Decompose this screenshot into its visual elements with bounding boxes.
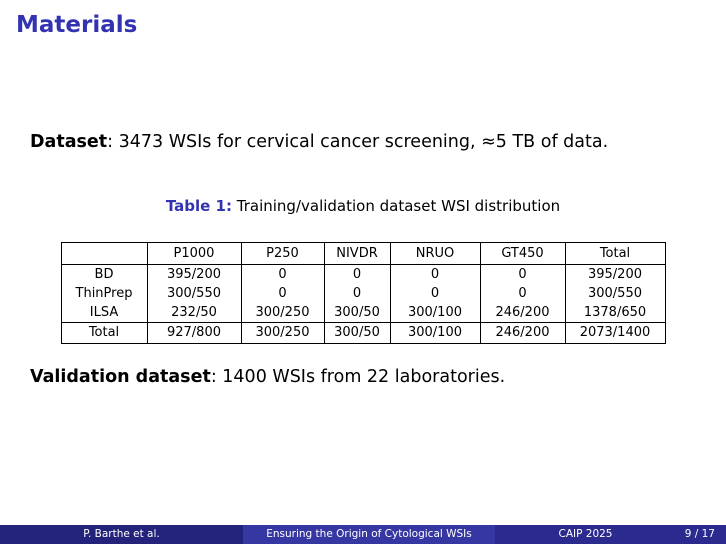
column-header: Total — [564, 242, 666, 265]
table-caption-label: Table 1: — [165, 197, 232, 215]
table-cell: 1378/650 — [564, 303, 666, 323]
column-header: NRUO — [389, 242, 481, 265]
table-cell: 0 — [479, 284, 566, 303]
row-label: Total — [60, 322, 148, 344]
wsi-distribution-table: P1000 P250 NIVDR NRUO GT450 Total BD 395/200 0 0 0… — [60, 242, 666, 344]
table-cell: 246/200 — [479, 322, 566, 344]
table-row: ILSA 232/50 300/250 300/50 300/100 246/200 137… — [60, 303, 666, 323]
footer-talk-title: Ensuring the Origin of Cytological WSIs — [243, 525, 495, 544]
table-cell: 300/550 — [564, 284, 666, 303]
validation-text: : 1400 WSIs from 22 laboratories. — [210, 367, 506, 387]
row-label: ILSA — [60, 303, 148, 323]
table-cell: 300/50 — [323, 322, 391, 344]
table-cell: 300/100 — [389, 322, 481, 344]
validation-line: Validation dataset: 1400 WSIs from 22 la… — [30, 366, 505, 389]
table-cell: 300/250 — [240, 322, 325, 344]
row-label: ThinPrep — [60, 284, 148, 303]
column-header — [60, 242, 148, 265]
dataset-text: : 3473 WSIs for cervical cancer screenin… — [107, 132, 609, 152]
table-cell: 2073/1400 — [564, 322, 666, 344]
footer-conference: CAIP 2025 — [558, 528, 613, 540]
column-header: P250 — [240, 242, 325, 265]
slide-title: Materials — [16, 12, 138, 38]
table-row: BD 395/200 0 0 0 0 395/200 — [60, 264, 666, 284]
table-caption-text: Training/validation dataset WSI distribu… — [232, 197, 561, 215]
table-wrap: P1000 P250 NIVDR NRUO GT450 Total BD 395/200 0 0 0… — [0, 242, 726, 344]
column-header: GT450 — [479, 242, 566, 265]
table-cell: 395/200 — [146, 264, 242, 284]
table-row: ThinPrep 300/550 0 0 0 0 300/550 — [60, 284, 666, 303]
table-cell: 0 — [323, 284, 391, 303]
table-cell: 300/50 — [323, 303, 391, 323]
table-cell: 300/250 — [240, 303, 325, 323]
table-cell: 0 — [240, 264, 325, 284]
dataset-line: Dataset: 3473 WSIs for cervical cancer s… — [30, 131, 608, 154]
table-cell: 0 — [323, 264, 391, 284]
row-label: BD — [60, 264, 148, 284]
validation-label: Validation dataset — [30, 367, 211, 387]
table-cell: 395/200 — [564, 264, 666, 284]
table-cell: 0 — [389, 284, 481, 303]
column-header: P1000 — [146, 242, 242, 265]
column-header: NIVDR — [323, 242, 391, 265]
footer-conference-box: CAIP 2025 9 / 17 — [495, 525, 726, 544]
dataset-label: Dataset — [30, 132, 108, 152]
table-cell: 927/800 — [146, 322, 242, 344]
table-caption: Table 1: Training/validation dataset WSI… — [0, 197, 726, 215]
table-cell: 0 — [389, 264, 481, 284]
footer-bar: P. Barthe et al. Ensuring the Origin of … — [0, 525, 726, 544]
table-cell: 300/100 — [389, 303, 481, 323]
footer-author: P. Barthe et al. — [0, 525, 243, 544]
table-cell: 0 — [240, 284, 325, 303]
table-cell: 300/550 — [146, 284, 242, 303]
table-row: Total 927/800 300/250 300/50 300/100 246/200 2… — [60, 322, 666, 344]
footer-page-number: 9 / 17 — [684, 528, 715, 540]
table-cell: 246/200 — [479, 303, 566, 323]
table-cell: 232/50 — [146, 303, 242, 323]
table-cell: 0 — [479, 264, 566, 284]
